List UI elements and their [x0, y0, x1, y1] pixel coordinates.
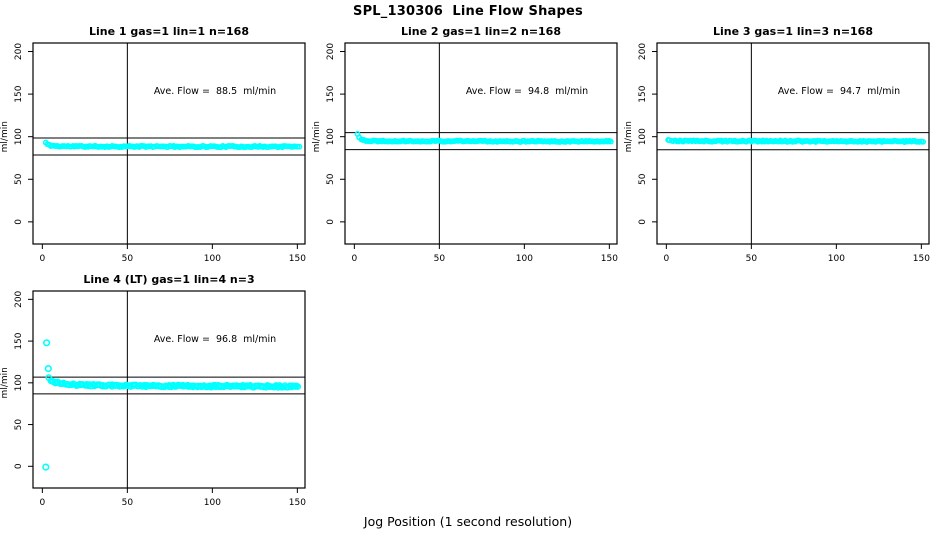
line-4-plot: 0 50 100 150 0 50 100 150 200 ml/min — [0, 290, 306, 508]
panel-line-3: 0 50 100 150 0 50 100 150 200 ml/min Line 3 gas=1… — [624, 20, 936, 272]
x-tick-label: 50 — [122, 498, 134, 508]
x-tick-label: 150 — [601, 254, 618, 264]
panel-line-1: 0 50 100 150 0 50 100 150 200 ml/min Line 1 gas=1… — [0, 20, 312, 272]
flow-outlier-point — [42, 463, 50, 471]
flow-point — [840, 138, 846, 145]
flow-outlier-point — [44, 364, 52, 373]
y-tick-label: 100 — [638, 128, 648, 145]
y-tick-label: 200 — [14, 290, 24, 307]
flow-outlier-point — [42, 339, 51, 347]
y-axis-label: ml/min — [0, 367, 10, 398]
line-3-plot: 0 50 100 150 0 50 100 150 200 ml/min — [624, 42, 930, 264]
flow-points — [42, 139, 303, 151]
y-tick-label: 150 — [638, 85, 648, 102]
flow-point — [296, 143, 303, 150]
x-tick-label: 100 — [204, 254, 221, 264]
y-tick-label: 100 — [14, 128, 24, 145]
x-tick-label: 0 — [39, 498, 45, 508]
flow-point — [553, 138, 560, 145]
y-tick-label: 0 — [14, 219, 24, 225]
y-tick-label: 50 — [14, 173, 24, 185]
panel-1-title: Line 1 gas=1 lin=1 n=168 — [88, 25, 249, 38]
flow-point — [246, 144, 253, 151]
panel-4-title: Line 4 (LT) gas=1 lin=4 n=3 — [83, 273, 255, 286]
flow-point — [507, 138, 514, 145]
main-title: SPL_130306 Line Flow Shapes — [353, 4, 583, 19]
flow-point — [587, 138, 594, 145]
x-tick-label: 50 — [122, 254, 134, 264]
x-tick-label: 50 — [434, 254, 446, 264]
y-tick-label: 150 — [14, 85, 24, 102]
x-tick-label: 150 — [289, 498, 306, 508]
plot-frame — [656, 42, 930, 245]
panel-3-ave-flow-annotation: Ave. Flow = 94.7 ml/min — [777, 86, 901, 97]
y-tick-label: 100 — [326, 128, 336, 145]
plot-frame — [32, 42, 306, 245]
flow-points — [665, 136, 927, 145]
x-tick-label: 150 — [913, 254, 930, 264]
y-tick-label: 200 — [326, 43, 336, 60]
panel-line-2: 0 50 100 150 0 50 100 150 200 ml/min Line 2 gas=1… — [312, 20, 624, 272]
flow-point — [607, 138, 614, 145]
x-tick-label: 50 — [746, 254, 758, 264]
y-tick-label: 150 — [326, 85, 336, 102]
y-tick-label: 50 — [326, 173, 336, 185]
y-tick-label: 100 — [14, 374, 24, 391]
panel-2-title: Line 2 gas=1 lin=2 n=168 — [400, 25, 561, 38]
flow-points — [354, 131, 614, 145]
flow-point — [388, 138, 395, 145]
plot-frame — [32, 290, 306, 489]
line-1-plot: 0 50 100 150 0 50 100 150 200 ml/min — [0, 42, 306, 264]
y-axis-label: ml/min — [0, 121, 10, 152]
x-tick-label: 0 — [39, 254, 45, 264]
flow-point — [572, 138, 579, 145]
y-tick-label: 50 — [14, 419, 24, 431]
flow-point — [76, 142, 83, 149]
y-tick-label: 0 — [326, 219, 336, 225]
x-tick-label: 0 — [351, 254, 357, 264]
panel-3-title: Line 3 gas=1 lin=3 n=168 — [712, 25, 873, 38]
flow-points — [42, 339, 302, 471]
y-tick-label: 0 — [638, 219, 648, 225]
panel-4-ave-flow-annotation: Ave. Flow = 96.8 ml/min — [153, 334, 277, 345]
y-axis-label: ml/min — [624, 121, 634, 152]
x-tick-label: 100 — [828, 254, 845, 264]
y-tick-label: 50 — [638, 173, 648, 185]
y-axis-label: ml/min — [312, 121, 322, 152]
y-tick-label: 200 — [14, 43, 24, 60]
panel-1-ave-flow-annotation: Ave. Flow = 88.5 ml/min — [153, 86, 277, 97]
x-tick-label: 100 — [204, 498, 221, 508]
y-tick-label: 0 — [14, 463, 24, 469]
x-tick-label: 100 — [516, 254, 533, 264]
y-tick-label: 200 — [638, 43, 648, 60]
flow-point — [294, 383, 302, 390]
flow-point — [208, 383, 216, 391]
panel-line-4: 0 50 100 150 0 50 100 150 200 ml/min Line 4 (LT) … — [0, 268, 312, 520]
x-tick-label: 0 — [663, 254, 669, 264]
y-tick-label: 150 — [14, 332, 24, 349]
line-2-plot: 0 50 100 150 0 50 100 150 200 ml/min — [312, 42, 618, 264]
x-axis-label: Jog Position (1 second resolution) — [363, 514, 573, 529]
x-tick-label: 150 — [289, 254, 306, 264]
flow-point — [920, 138, 927, 145]
plot-frame — [344, 42, 618, 245]
panel-2-ave-flow-annotation: Ave. Flow = 94.8 ml/min — [465, 86, 589, 97]
